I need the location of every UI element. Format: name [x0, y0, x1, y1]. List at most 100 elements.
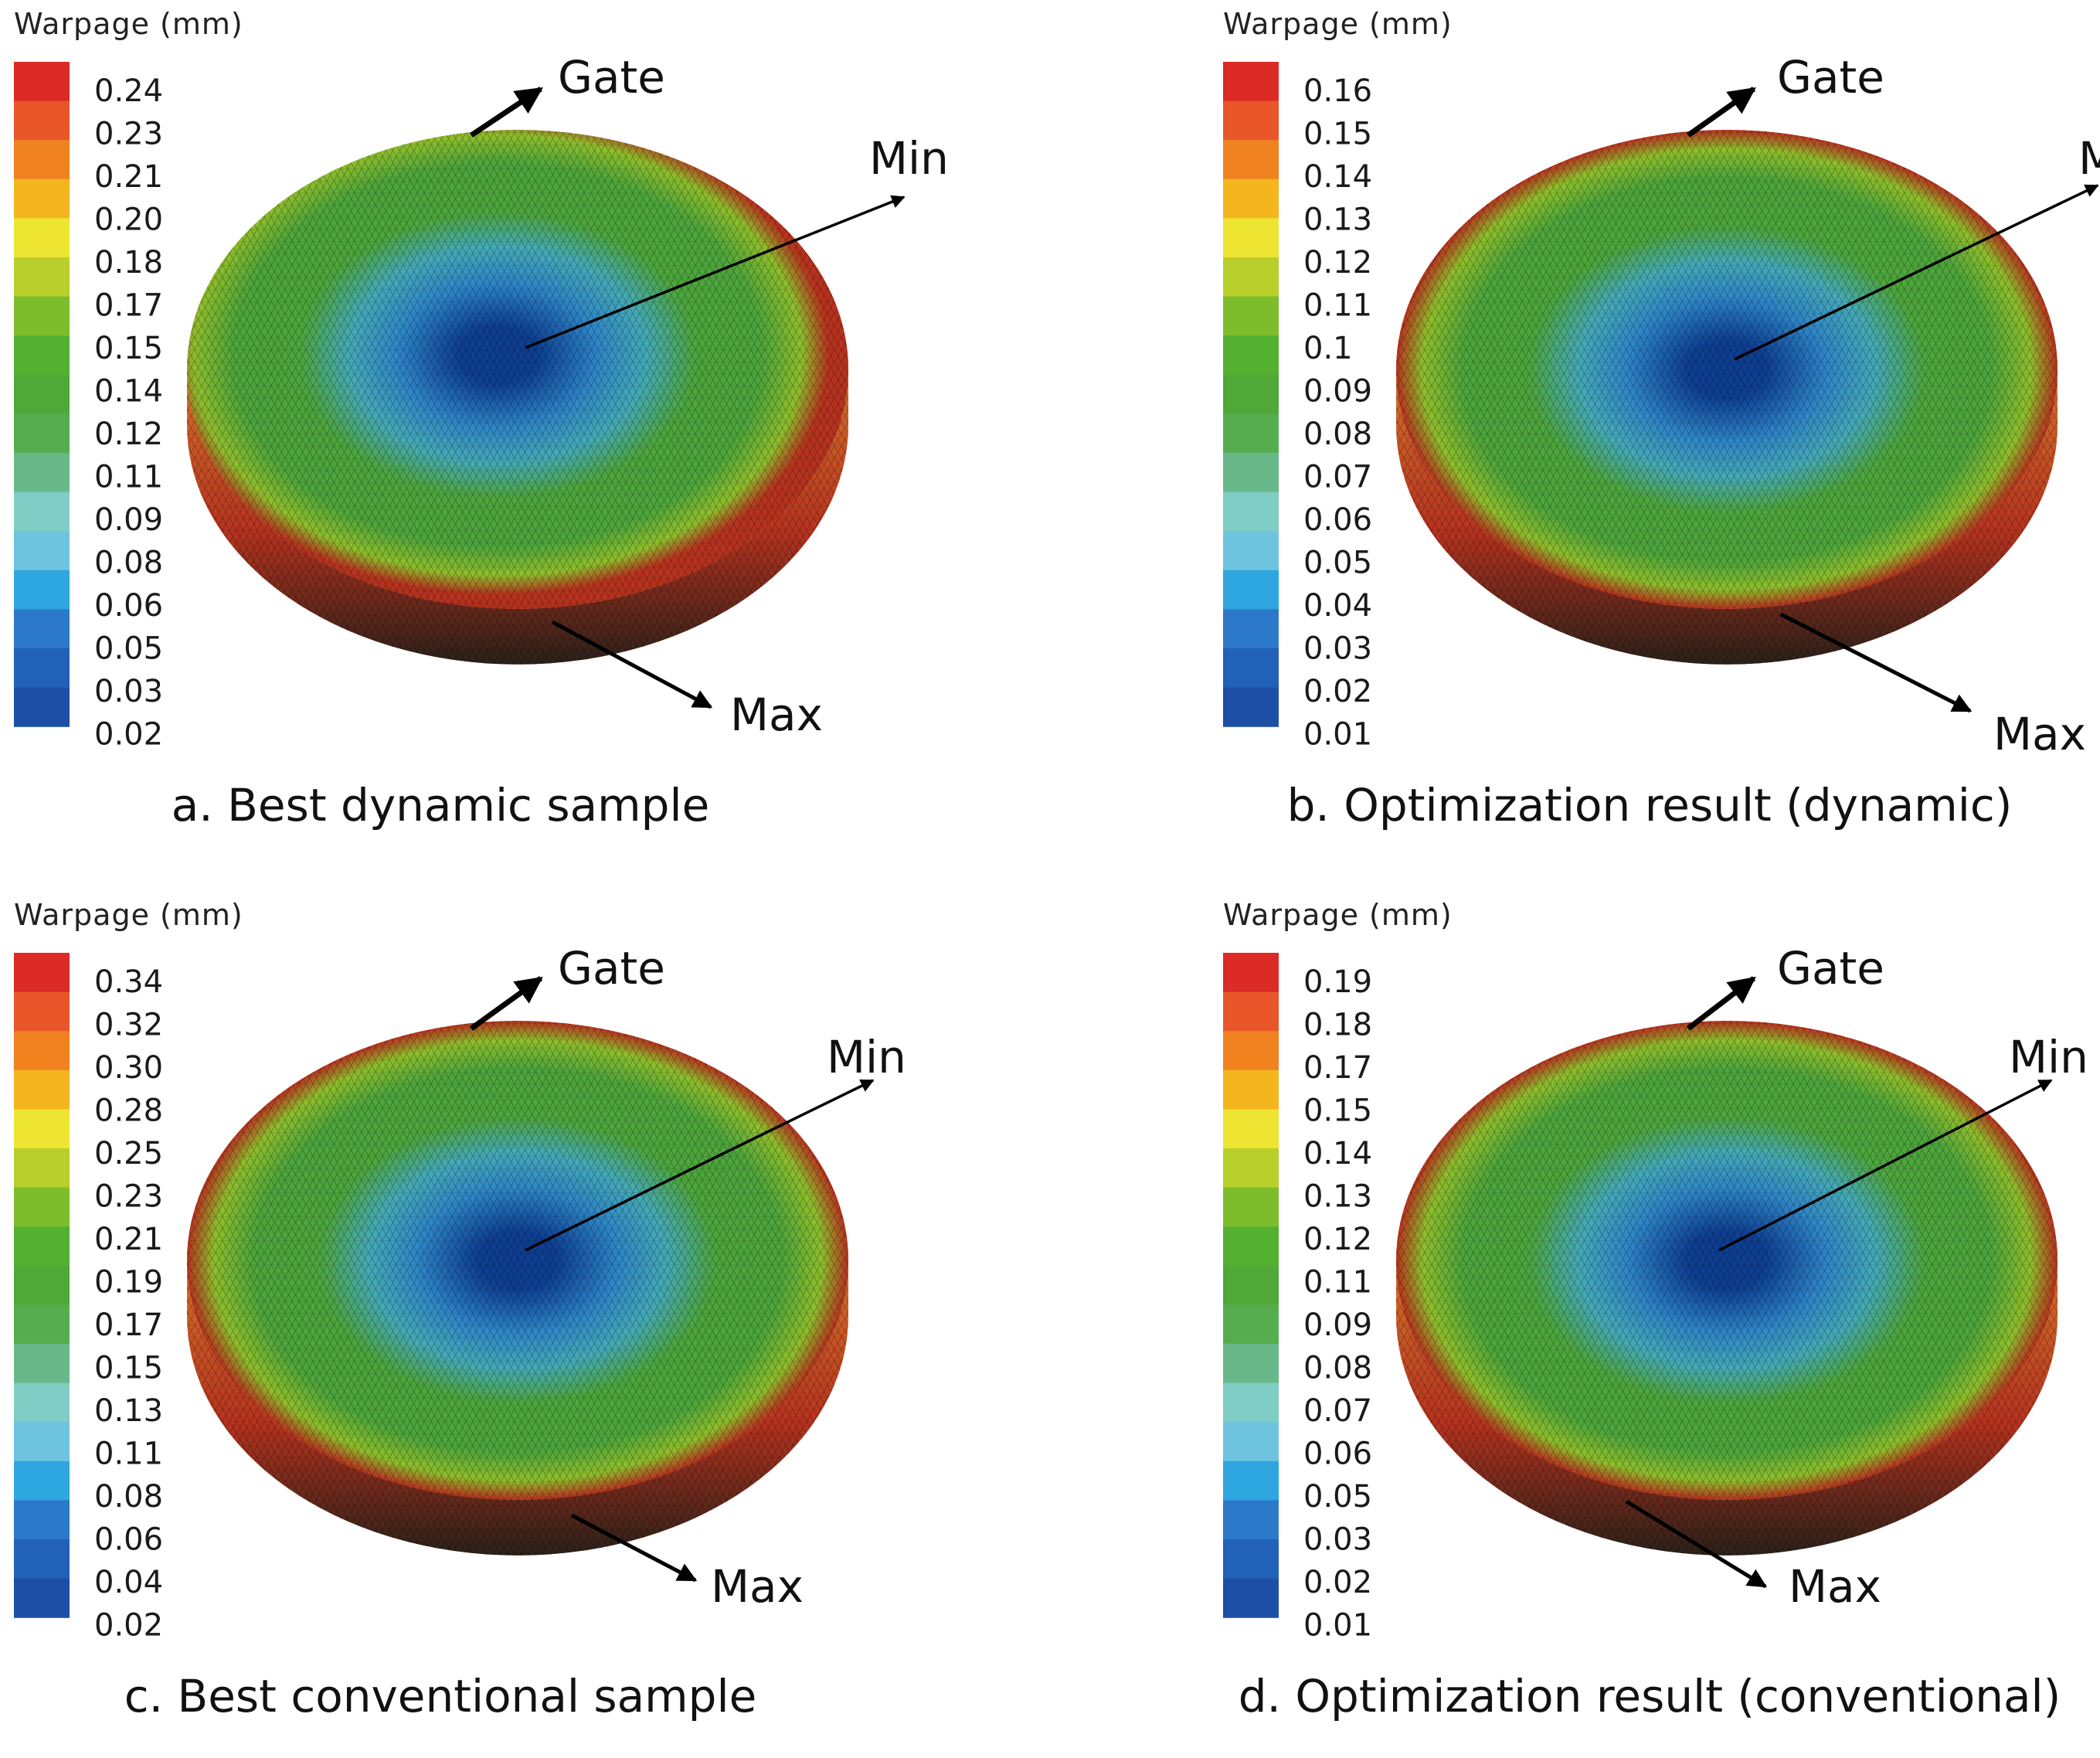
- colorbar-tick-label: 0.18: [94, 245, 163, 281]
- colorbar-ticks: 0.16 0.15 0.14 0.13 0.12 0.11 0.1 0.09 0.08 0.07 0…: [1303, 73, 1372, 753]
- colorbar-tick-label: 0.16: [1303, 73, 1372, 109]
- colorbar-swatch: [14, 1344, 70, 1384]
- colorbar-tick-label: 0.08: [1303, 1351, 1372, 1386]
- colorbar-swatch: [14, 1109, 70, 1149]
- gate-label: Gate: [558, 942, 665, 995]
- colorbar-swatch: [14, 1148, 70, 1188]
- colorbar-swatch: [14, 179, 70, 219]
- min-label: Min: [827, 1031, 906, 1083]
- colorbar-swatch: [1223, 1265, 1279, 1305]
- colorbar-swatch: [14, 296, 70, 336]
- colorbar-tick-label: 0.09: [1303, 374, 1372, 410]
- colorbar-swatch: [14, 1226, 70, 1267]
- colorbar-tick-label: 0.13: [94, 1393, 163, 1429]
- colorbar-swatch: [1223, 491, 1279, 532]
- panel-caption: a. Best dynamic sample: [172, 779, 710, 831]
- colorbar-tick-label: 0.14: [94, 374, 163, 410]
- colorbar-swatch: [14, 491, 70, 532]
- colorbar-tick-label: 0.05: [94, 631, 163, 667]
- colorbar-swatch: [14, 991, 70, 1032]
- colorbar-tick-label: 0.25: [94, 1136, 163, 1171]
- colorbar-swatch: [1223, 296, 1279, 336]
- gate-arrow: [1686, 87, 1756, 138]
- colorbar-swatch: [14, 609, 70, 649]
- max-label: Max: [711, 1560, 804, 1613]
- colorbar-swatch: [1223, 1344, 1279, 1384]
- colorbar-tick-label: 0.19: [94, 1265, 163, 1301]
- colorbar-title: Warpage (mm): [1223, 898, 1453, 932]
- panel-d: Warpage (mm) 0.19 0.18 0.17 0.15 0.14 0.13 0.1…: [1209, 891, 2100, 1758]
- colorbar-tick-label: 0.19: [1303, 964, 1372, 1000]
- colorbar-tick-label: 0.06: [1303, 1437, 1372, 1472]
- gate-arrow: [469, 976, 543, 1031]
- max-label: Max: [1993, 708, 2086, 760]
- colorbar-tick-label: 0.12: [1303, 1222, 1372, 1257]
- max-label: Max: [730, 689, 823, 741]
- warpage-disc: [187, 1021, 848, 1556]
- colorbar-swatch: [1223, 1578, 1279, 1618]
- warpage-disc: [1396, 1021, 2058, 1556]
- colorbar-swatch: [14, 335, 70, 376]
- colorbar-swatch: [1223, 1422, 1279, 1462]
- panel-caption: b. Optimization result (dynamic): [1287, 779, 2013, 831]
- colorbar-tick-label: 0.11: [1303, 288, 1372, 324]
- colorbar-swatch: [14, 1304, 70, 1345]
- colorbar-swatch: [1223, 100, 1279, 141]
- colorbar-tick-label: 0.15: [94, 331, 163, 366]
- colorbar-swatch: [1223, 1109, 1279, 1149]
- colorbar-swatch: [1223, 453, 1279, 493]
- colorbar-tick-label: 0.17: [94, 288, 163, 324]
- colorbar-tick-label: 0.20: [94, 202, 163, 238]
- colorbar-tick-label: 0.12: [1303, 245, 1372, 281]
- gate-label: Gate: [1777, 51, 1884, 104]
- colorbar-swatch: [14, 1031, 70, 1071]
- panel-svg: Warpage (mm) 0.34 0.32 0.30 0.28 0.25 0.23 0.2…: [14, 898, 906, 1722]
- colorbar-tick-label: 0.12: [94, 417, 163, 452]
- colorbar-tick-label: 0.13: [1303, 202, 1372, 238]
- warpage-disc: [187, 130, 848, 665]
- gate-label: Gate: [1777, 942, 1884, 995]
- colorbar-tick-label: 0.07: [1303, 1393, 1372, 1429]
- colorbar-swatch: [14, 1500, 70, 1540]
- colorbar-swatch: [1223, 257, 1279, 298]
- colorbar-tick-label: 0.04: [1303, 588, 1372, 624]
- colorbar-swatch: [1223, 1500, 1279, 1540]
- colorbar-swatch: [14, 1265, 70, 1305]
- colorbar-swatch: [14, 1422, 70, 1462]
- panel-c: Warpage (mm) 0.34 0.32 0.30 0.28 0.25 0.23 0.2…: [0, 891, 1050, 1758]
- colorbar-tick-label: 0.23: [94, 117, 163, 152]
- max-arrow: [1625, 1499, 1768, 1589]
- colorbar-swatch: [14, 218, 70, 258]
- disc-top-mesh: [187, 1021, 848, 1500]
- min-label: Min: [2009, 1031, 2088, 1083]
- disc-side-mesh: [1396, 369, 2058, 665]
- disc-top-mesh: [187, 130, 848, 609]
- colorbar-swatch: [1223, 609, 1279, 649]
- colorbar-tick-label: 0.14: [1303, 1136, 1372, 1171]
- colorbar-tick-label: 0.13: [1303, 1179, 1372, 1215]
- colorbar-tick-label: 0.17: [1303, 1050, 1372, 1086]
- colorbar-tick-label: 0.06: [94, 1522, 163, 1558]
- colorbar-tick-label: 0.11: [94, 1437, 163, 1472]
- panel-svg: Warpage (mm) 0.160.150.140.130.120.110.1…: [1223, 7, 2100, 831]
- colorbar-tick-label: 0.08: [94, 1479, 163, 1515]
- colorbar-swatch: [1223, 1069, 1279, 1110]
- colorbar-tick-label: 0.1: [1303, 331, 1353, 366]
- colorbar-tick-label: 0.01: [1303, 1608, 1372, 1644]
- colorbar-tick-label: 0.03: [94, 674, 163, 709]
- colorbar-tick-label: 0.15: [94, 1351, 163, 1386]
- min-label: Min: [869, 132, 949, 185]
- colorbar-tick-label: 0.30: [94, 1050, 163, 1086]
- colorbar-tick-label: 0.21: [94, 159, 163, 195]
- warpage-disc: [1396, 130, 2058, 665]
- disc-side-mesh: [1396, 1260, 2058, 1556]
- colorbar-tick-label: 0.17: [94, 1307, 163, 1343]
- colorbar-tick-label: 0.34: [94, 964, 163, 1000]
- colorbar-ticks: 0.24 0.23 0.21 0.20 0.18 0.17 0.15 0.14 0.12 0.11…: [94, 73, 163, 753]
- colorbar-tick-label: 0.03: [1303, 631, 1372, 667]
- max-arrow: [551, 620, 713, 709]
- min-arrow: [1734, 184, 2099, 361]
- colorbar: [1223, 953, 1279, 1618]
- colorbar-swatch: [14, 374, 70, 414]
- colorbar-swatch: [14, 413, 70, 454]
